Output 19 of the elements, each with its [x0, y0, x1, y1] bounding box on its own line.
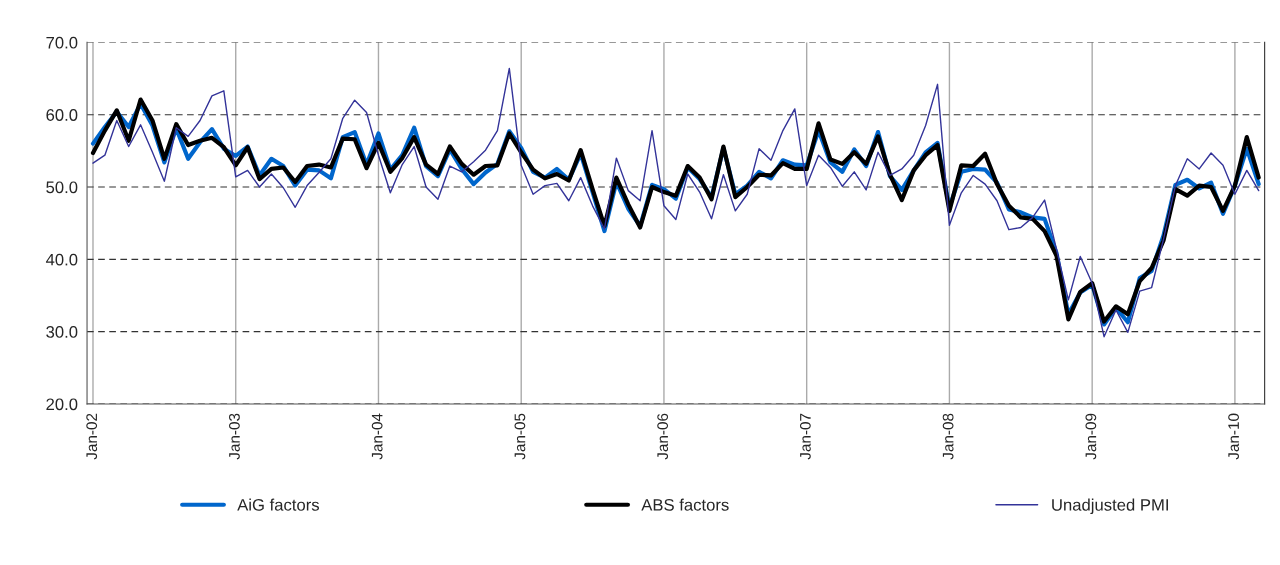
- y-tick-label: 40.0: [45, 253, 78, 266]
- legend-label: ABS factors: [641, 498, 729, 511]
- x-tick-label: Jan-02: [86, 413, 98, 460]
- x-tick-label: Jan-03: [229, 413, 240, 460]
- x-tick-label: Jan-09: [1085, 413, 1097, 460]
- legend-label: AiG factors: [237, 498, 319, 511]
- x-tick-label: Jan-05: [514, 413, 526, 460]
- y-tick-label: 20.0: [46, 398, 78, 411]
- x-tick-label: Jan-08: [942, 413, 954, 460]
- y-tick-label: 50.0: [46, 181, 78, 194]
- y-tick-label: 60.0: [46, 109, 78, 121]
- legend-label: Unadjusted PMI: [1052, 498, 1168, 515]
- line-series: [92, 67, 1260, 338]
- y-tick-label: 30.0: [46, 326, 78, 338]
- y-tick-label: 70.0: [46, 36, 78, 49]
- x-tick-label: Jan-10: [1228, 413, 1239, 460]
- x-tick-label: Jan-04: [371, 413, 383, 460]
- x-tick-label: Jan-07: [799, 413, 811, 460]
- x-tick-label: Jan-06: [657, 413, 669, 460]
